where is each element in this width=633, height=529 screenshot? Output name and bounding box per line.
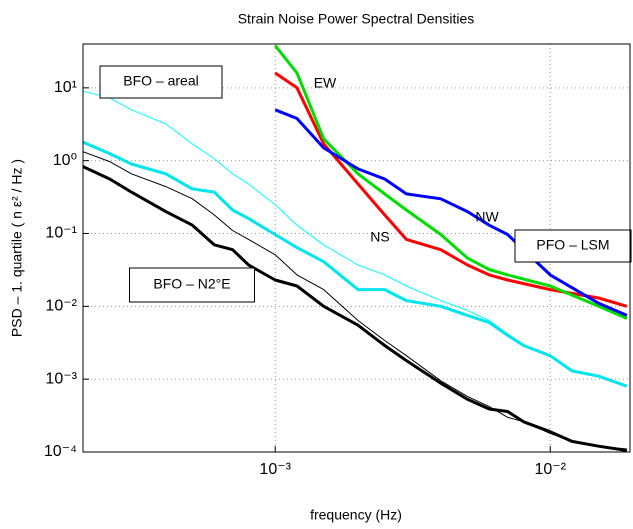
annotations: BFO – areal BFO – N2°E PFO – LSM EW NS NW xyxy=(99,65,632,303)
annotation-box xyxy=(514,229,632,263)
annotation: EW xyxy=(314,75,337,91)
plot-frame xyxy=(82,43,631,453)
series-line xyxy=(274,44,628,320)
annotation: BFO – N2°E xyxy=(153,276,230,292)
y-tick-label: 10⁻¹ xyxy=(45,225,77,242)
annotation: PFO – LSM xyxy=(536,237,609,253)
series-line xyxy=(83,165,628,452)
annotation-box xyxy=(129,267,255,303)
chart-title: Strain Noise Power Spectral Densities xyxy=(238,11,475,27)
annotation: NW xyxy=(475,209,499,225)
annotation: NS xyxy=(370,229,389,245)
annotation: BFO – areal xyxy=(123,73,198,89)
series-line xyxy=(274,108,628,317)
annotation-box xyxy=(99,65,223,99)
series-line xyxy=(83,140,628,388)
x-tick-label: 10⁻² xyxy=(534,461,566,478)
y-tick-label: 10⁻⁴ xyxy=(44,443,77,460)
y-tick-label: 10⁻² xyxy=(45,298,77,315)
x-tick-label: 10⁻³ xyxy=(259,461,291,478)
grid: 10⁻⁴ 10⁻³ 10⁻² 10⁻¹ 10⁰ 10¹ 10⁻³ 10⁻² xyxy=(44,44,630,478)
x-axis-label: frequency (Hz) xyxy=(310,507,402,523)
series-line xyxy=(274,71,628,308)
y-tick-label: 10⁰ xyxy=(53,152,77,169)
y-tick-label: 10⁻³ xyxy=(45,370,77,387)
y-tick-label: 10¹ xyxy=(54,79,77,96)
lines xyxy=(83,44,628,452)
y-axis-label: PSD – 1. quartile ( n ε² / Hz ) xyxy=(9,159,25,337)
